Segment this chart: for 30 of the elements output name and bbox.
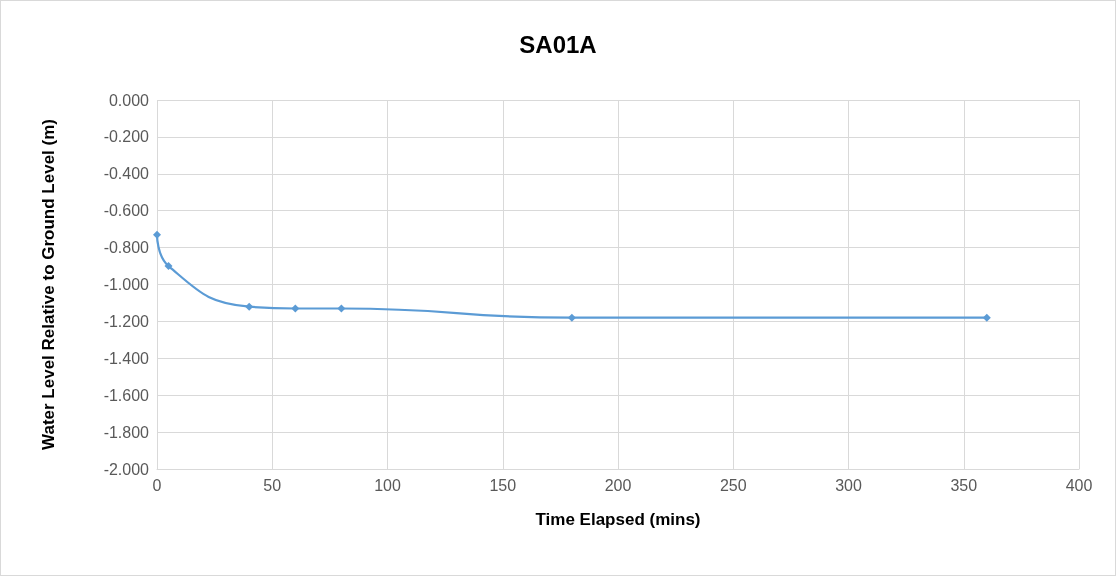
y-tick-label: 0.000 [108, 91, 150, 109]
y-tick-label: -0.600 [103, 202, 150, 220]
y-tick-label: -1.600 [103, 386, 150, 404]
chart-title: SA01A [519, 30, 597, 58]
x-tick-label: 250 [719, 476, 747, 494]
y-tick-label: -1.800 [103, 423, 150, 441]
y-axis-title: Water Level Relative to Ground Level (m) [39, 119, 58, 450]
x-tick-label: 150 [489, 476, 517, 494]
x-tick-label: 400 [1065, 476, 1093, 494]
point [153, 230, 161, 239]
y-tick-label: -1.200 [103, 312, 150, 330]
point [337, 304, 346, 313]
y-tick-label: -1.400 [103, 349, 150, 367]
y-tick-label: -0.800 [103, 239, 150, 257]
point [164, 262, 173, 271]
point [982, 313, 991, 322]
y-tick-label: -1.000 [103, 276, 150, 293]
y-tick-label: -2.000 [103, 460, 150, 478]
x-tick-label: 300 [835, 476, 862, 494]
point [245, 302, 254, 311]
x-tick-label: 200 [604, 476, 632, 494]
x-tick-label: 0 [152, 476, 162, 494]
point [567, 313, 576, 322]
x-axis-title: Time Elapsed (mins) [535, 510, 701, 529]
y-tick-label: -0.400 [103, 165, 150, 183]
x-tick-label: 100 [374, 476, 401, 494]
y-tick-label: -0.200 [103, 128, 150, 146]
x-tick-label: 350 [950, 476, 978, 494]
point [291, 304, 300, 313]
x-tick-label: 50 [263, 476, 282, 494]
